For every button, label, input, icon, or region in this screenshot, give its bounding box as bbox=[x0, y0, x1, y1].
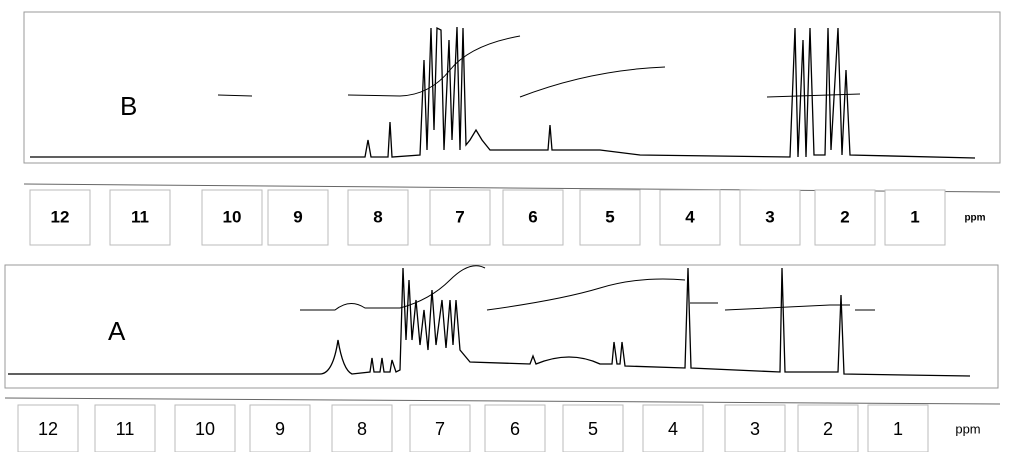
tick-label: 4 bbox=[685, 207, 695, 226]
tick-label: 1 bbox=[893, 419, 903, 439]
unit-label: ppm bbox=[964, 213, 985, 224]
panel-b-frame bbox=[24, 12, 1000, 163]
tick-label: 7 bbox=[435, 419, 445, 439]
spectrum-b bbox=[30, 27, 975, 158]
unit-label: ppm bbox=[955, 421, 980, 436]
spectrum-a bbox=[8, 268, 970, 376]
tick-label: 7 bbox=[455, 207, 464, 226]
tick-label: 3 bbox=[750, 419, 760, 439]
tick-label: 12 bbox=[51, 207, 70, 226]
tick-label: 12 bbox=[38, 419, 58, 439]
tick-label: 8 bbox=[373, 207, 382, 226]
panel-label: B bbox=[120, 91, 137, 121]
integration-b bbox=[218, 36, 860, 97]
tick-label: 6 bbox=[510, 419, 520, 439]
panel-a-frame bbox=[5, 265, 998, 388]
tick-label: 4 bbox=[668, 419, 678, 439]
tick-label: 2 bbox=[823, 419, 833, 439]
nmr-figure: B 12 11 10 9 8 7 6 5 4 3 2 1 ppm A 12 11 10 9 8 7 6 5 4 3 2 1 ppm bbox=[0, 0, 1014, 452]
tick-label: 11 bbox=[116, 419, 135, 439]
tick-label: 9 bbox=[275, 419, 285, 439]
tick-label: 11 bbox=[131, 207, 149, 226]
tick-label: 2 bbox=[840, 207, 849, 226]
integration-a bbox=[300, 266, 875, 310]
tick-label: 10 bbox=[195, 419, 215, 439]
tick-label: 1 bbox=[910, 207, 919, 226]
tick-label: 10 bbox=[223, 207, 242, 226]
tick-label: 6 bbox=[528, 207, 537, 226]
tick-label: 3 bbox=[765, 207, 774, 226]
tick-label: 5 bbox=[605, 207, 614, 226]
tick-label: 9 bbox=[293, 207, 302, 226]
tick-label: 8 bbox=[357, 419, 367, 439]
tick-label: 5 bbox=[588, 419, 598, 439]
panel-label: A bbox=[108, 316, 126, 346]
axis-a bbox=[5, 398, 1000, 404]
